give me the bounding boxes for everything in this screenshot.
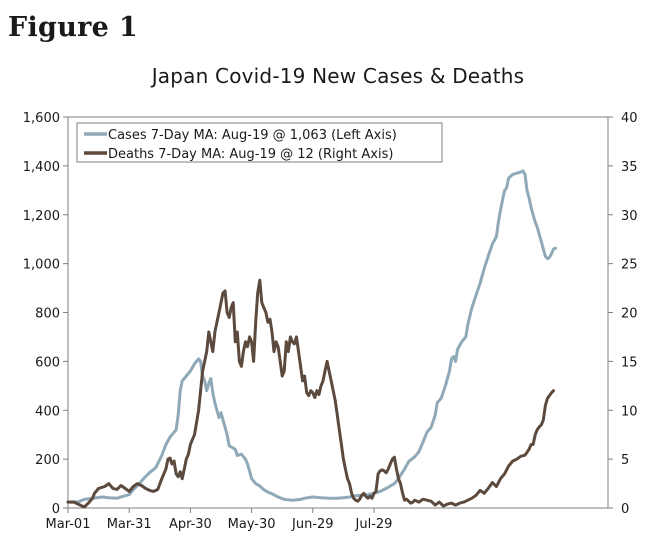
y-right-tick-label: 5	[621, 453, 629, 468]
y-left-tick-label: 600	[35, 355, 60, 370]
x-tick-label: Jun-29	[291, 517, 334, 532]
legend-label-cases: Cases 7-Day MA: Aug-19 @ 1,063 (Left Axi…	[108, 128, 397, 143]
y-right-tick-label: 40	[621, 111, 638, 126]
y-right-tick-label: 10	[621, 404, 638, 419]
x-tick-label: May-30	[228, 517, 276, 532]
y-right-tick-label: 35	[621, 160, 638, 175]
series-line-cases	[66, 169, 558, 504]
y-left-tick-label: 1,400	[23, 160, 60, 175]
y-right-tick-label: 30	[621, 209, 638, 224]
y-right-tick-label: 25	[621, 258, 638, 273]
y-right-tick-label: 15	[621, 355, 638, 370]
y-left-tick-label: 1,000	[23, 258, 60, 273]
plot-frame	[67, 116, 609, 509]
x-tick-label: Apr-30	[169, 517, 212, 532]
y-left-tick-label: 1,600	[23, 111, 60, 126]
legend-label-deaths: Deaths 7-Day MA: Aug-19 @ 12 (Right Axis…	[108, 147, 393, 162]
y-left-tick-label: 800	[35, 307, 60, 322]
figure-label: Figure 1	[8, 12, 138, 43]
y-right-tick-label: 0	[621, 502, 629, 517]
series-line-deaths	[66, 278, 555, 509]
legend-box	[76, 122, 443, 163]
y-left-tick-label: 0	[52, 502, 60, 517]
y-left-tick-label: 400	[35, 404, 60, 419]
legend: Cases 7-Day MA: Aug-19 @ 1,063 (Left Axi…	[76, 122, 443, 163]
chart-title: Japan Covid-19 New Cases & Deaths	[151, 64, 525, 88]
x-tick-label: Mar-01	[46, 517, 91, 532]
y-right-tick-label: 20	[621, 307, 638, 322]
x-tick-label: Jul-29	[355, 517, 393, 532]
y-left-tick-label: 1,200	[23, 209, 60, 224]
y-left-tick-label: 200	[35, 453, 60, 468]
x-tick-label: Mar-31	[107, 517, 152, 532]
